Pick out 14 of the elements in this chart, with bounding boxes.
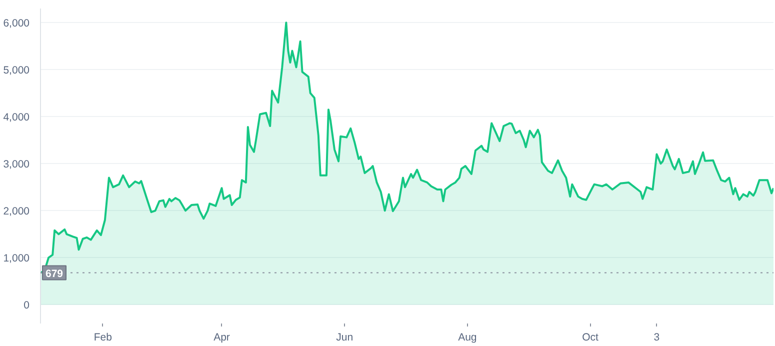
y-tick-label: 4,000 (3, 112, 30, 124)
y-tick-label: 2,000 (3, 206, 30, 218)
ref-line-label: 679 (46, 268, 64, 280)
x-tick-label: Apr (214, 332, 230, 344)
x-tick-label: Oct (582, 332, 598, 344)
y-tick-label: 3,000 (3, 158, 30, 171)
x-tick-label: 3 (654, 332, 660, 344)
y-tick-label: 0 (24, 300, 30, 312)
x-tick-label: Aug (458, 332, 477, 344)
y-tick-label: 5,000 (3, 64, 30, 77)
y-tick-label: 6,000 (3, 18, 30, 30)
x-tick-label: Feb (94, 332, 112, 344)
y-tick-label: 1,000 (3, 252, 30, 265)
x-tick-label: Jun (336, 332, 354, 344)
